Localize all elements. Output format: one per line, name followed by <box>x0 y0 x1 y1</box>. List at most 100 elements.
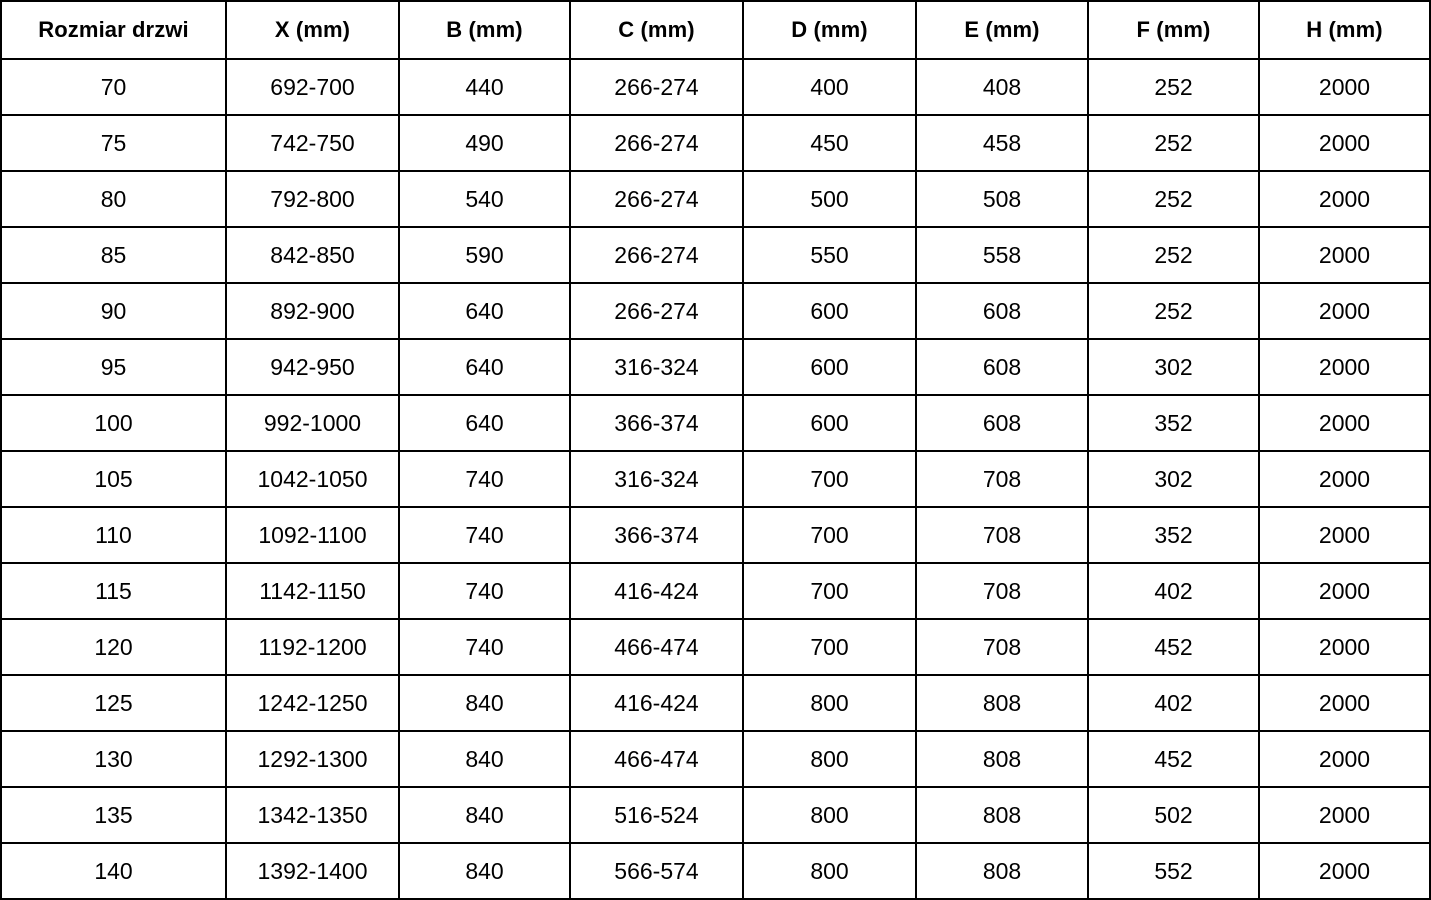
cell-b: 740 <box>398 618 571 676</box>
cell-d: 450 <box>742 114 917 172</box>
cell-rozmiar-drzwi: 135 <box>0 786 227 844</box>
table-row: 135 1342-1350 840 516-524 800 808 502 20… <box>0 786 1431 844</box>
cell-b: 640 <box>398 282 571 340</box>
table-header-row: Rozmiar drzwi X (mm) B (mm) C (mm) D (mm… <box>0 0 1431 60</box>
cell-b: 440 <box>398 58 571 116</box>
cell-f: 402 <box>1087 562 1260 620</box>
cell-x: 1392-1400 <box>225 842 400 900</box>
cell-f: 352 <box>1087 394 1260 452</box>
cell-h: 2000 <box>1258 450 1431 508</box>
cell-h: 2000 <box>1258 506 1431 564</box>
cell-x: 1092-1100 <box>225 506 400 564</box>
table-row: 95 942-950 640 316-324 600 608 302 2000 <box>0 338 1431 396</box>
cell-x: 1292-1300 <box>225 730 400 788</box>
cell-rozmiar-drzwi: 75 <box>0 114 227 172</box>
cell-x: 792-800 <box>225 170 400 228</box>
cell-d: 800 <box>742 842 917 900</box>
cell-c: 416-424 <box>569 674 744 732</box>
column-header-b: B (mm) <box>398 0 571 60</box>
cell-rozmiar-drzwi: 70 <box>0 58 227 116</box>
cell-f: 352 <box>1087 506 1260 564</box>
cell-x: 1342-1350 <box>225 786 400 844</box>
cell-x: 692-700 <box>225 58 400 116</box>
column-header-e: E (mm) <box>915 0 1089 60</box>
table-body: 70 692-700 440 266-274 400 408 252 2000 … <box>0 58 1431 900</box>
cell-c: 466-474 <box>569 618 744 676</box>
cell-rozmiar-drzwi: 100 <box>0 394 227 452</box>
cell-rozmiar-drzwi: 90 <box>0 282 227 340</box>
cell-h: 2000 <box>1258 394 1431 452</box>
cell-h: 2000 <box>1258 282 1431 340</box>
cell-b: 840 <box>398 674 571 732</box>
cell-h: 2000 <box>1258 562 1431 620</box>
column-header-x: X (mm) <box>225 0 400 60</box>
cell-e: 458 <box>915 114 1089 172</box>
cell-rozmiar-drzwi: 85 <box>0 226 227 284</box>
table-row: 130 1292-1300 840 466-474 800 808 452 20… <box>0 730 1431 788</box>
cell-b: 840 <box>398 842 571 900</box>
cell-b: 740 <box>398 506 571 564</box>
table-row: 70 692-700 440 266-274 400 408 252 2000 <box>0 58 1431 116</box>
cell-b: 740 <box>398 562 571 620</box>
cell-d: 700 <box>742 450 917 508</box>
cell-c: 266-274 <box>569 282 744 340</box>
cell-f: 252 <box>1087 170 1260 228</box>
cell-e: 808 <box>915 842 1089 900</box>
cell-h: 2000 <box>1258 674 1431 732</box>
cell-b: 490 <box>398 114 571 172</box>
cell-h: 2000 <box>1258 786 1431 844</box>
cell-d: 700 <box>742 618 917 676</box>
cell-h: 2000 <box>1258 170 1431 228</box>
cell-e: 808 <box>915 786 1089 844</box>
table-row: 125 1242-1250 840 416-424 800 808 402 20… <box>0 674 1431 732</box>
cell-h: 2000 <box>1258 58 1431 116</box>
cell-e: 608 <box>915 394 1089 452</box>
cell-d: 700 <box>742 506 917 564</box>
cell-c: 316-324 <box>569 450 744 508</box>
column-header-d: D (mm) <box>742 0 917 60</box>
cell-rozmiar-drzwi: 105 <box>0 450 227 508</box>
cell-f: 302 <box>1087 450 1260 508</box>
cell-d: 700 <box>742 562 917 620</box>
cell-c: 266-274 <box>569 226 744 284</box>
cell-e: 408 <box>915 58 1089 116</box>
cell-e: 708 <box>915 618 1089 676</box>
cell-c: 566-574 <box>569 842 744 900</box>
table-row: 80 792-800 540 266-274 500 508 252 2000 <box>0 170 1431 228</box>
cell-x: 942-950 <box>225 338 400 396</box>
cell-d: 600 <box>742 394 917 452</box>
cell-x: 892-900 <box>225 282 400 340</box>
cell-b: 840 <box>398 730 571 788</box>
table-row: 105 1042-1050 740 316-324 700 708 302 20… <box>0 450 1431 508</box>
cell-rozmiar-drzwi: 140 <box>0 842 227 900</box>
cell-c: 516-524 <box>569 786 744 844</box>
cell-e: 808 <box>915 730 1089 788</box>
cell-e: 608 <box>915 282 1089 340</box>
cell-f: 552 <box>1087 842 1260 900</box>
cell-f: 252 <box>1087 114 1260 172</box>
cell-f: 252 <box>1087 282 1260 340</box>
cell-b: 590 <box>398 226 571 284</box>
cell-rozmiar-drzwi: 80 <box>0 170 227 228</box>
cell-f: 402 <box>1087 674 1260 732</box>
cell-e: 608 <box>915 338 1089 396</box>
cell-e: 808 <box>915 674 1089 732</box>
cell-rozmiar-drzwi: 95 <box>0 338 227 396</box>
cell-b: 540 <box>398 170 571 228</box>
cell-rozmiar-drzwi: 120 <box>0 618 227 676</box>
cell-f: 452 <box>1087 730 1260 788</box>
cell-x: 992-1000 <box>225 394 400 452</box>
table-row: 140 1392-1400 840 566-574 800 808 552 20… <box>0 842 1431 900</box>
cell-d: 550 <box>742 226 917 284</box>
cell-d: 600 <box>742 338 917 396</box>
cell-b: 840 <box>398 786 571 844</box>
cell-h: 2000 <box>1258 842 1431 900</box>
table-row: 100 992-1000 640 366-374 600 608 352 200… <box>0 394 1431 452</box>
cell-x: 742-750 <box>225 114 400 172</box>
cell-h: 2000 <box>1258 618 1431 676</box>
cell-h: 2000 <box>1258 226 1431 284</box>
cell-c: 266-274 <box>569 58 744 116</box>
cell-f: 302 <box>1087 338 1260 396</box>
cell-c: 416-424 <box>569 562 744 620</box>
table-row: 115 1142-1150 740 416-424 700 708 402 20… <box>0 562 1431 620</box>
